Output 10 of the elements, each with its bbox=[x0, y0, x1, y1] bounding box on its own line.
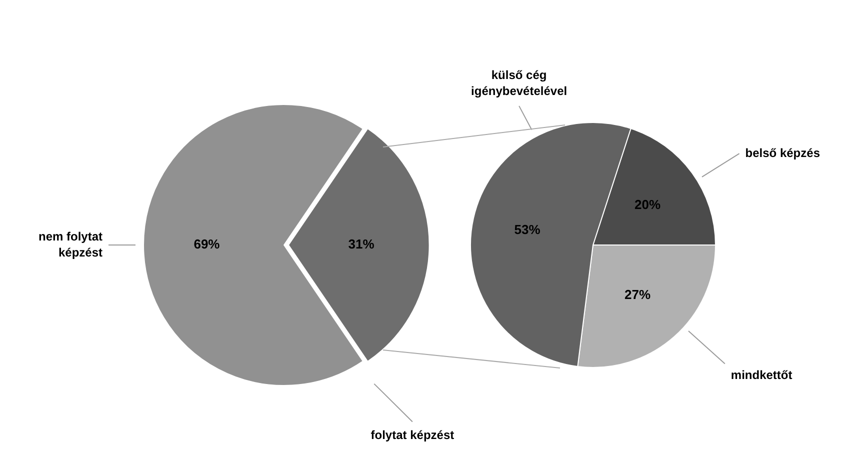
slice-label: külső cég igénybevételével bbox=[471, 68, 568, 98]
data-label: 27% bbox=[624, 287, 651, 302]
slice-label: belső képzés bbox=[745, 146, 820, 160]
data-label: 31% bbox=[348, 236, 375, 252]
data-label: 20% bbox=[634, 196, 661, 212]
slice-label: mindkettőt bbox=[730, 368, 792, 382]
data-label: 53% bbox=[514, 222, 541, 237]
slice-label: folytat képzést bbox=[370, 428, 454, 442]
slice-label: nem folytat képzést bbox=[38, 229, 102, 260]
data-label: 69% bbox=[194, 236, 220, 252]
